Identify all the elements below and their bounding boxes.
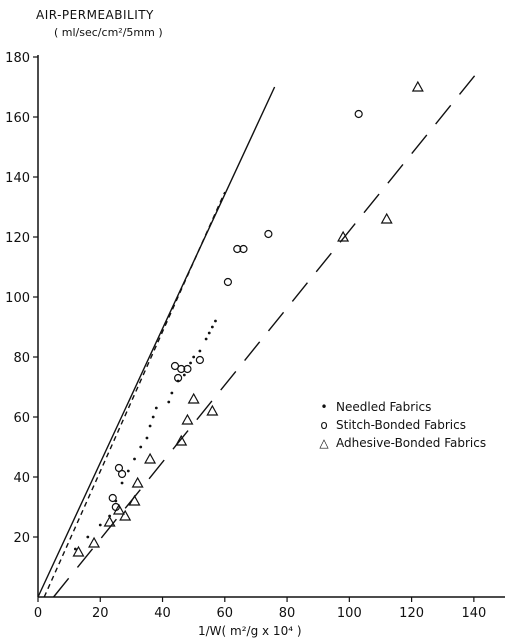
data-points bbox=[72, 80, 424, 557]
x-tick-label: 20 bbox=[92, 606, 109, 621]
legend-label-adhesive-bonded: Adhesive-Bonded Fabrics bbox=[336, 436, 487, 450]
adhesive-bonded-point bbox=[72, 545, 85, 557]
needled-point bbox=[139, 445, 143, 449]
adhesive-bonded-point bbox=[112, 503, 125, 515]
stitch-bonded-point bbox=[264, 229, 273, 239]
circle-marker-icon: o bbox=[320, 418, 328, 432]
legend-item-stitch-bonded: o Stitch-Bonded Fabrics bbox=[316, 416, 486, 434]
stitch-bonded-point bbox=[223, 277, 233, 287]
needled-point bbox=[170, 391, 174, 395]
needled-point bbox=[189, 361, 192, 365]
adhesive-bonded-point bbox=[337, 230, 350, 242]
y-tick-label: 100 bbox=[5, 291, 30, 306]
needled-point bbox=[86, 535, 90, 539]
legend-label-stitch-bonded: Stitch-Bonded Fabrics bbox=[336, 418, 466, 432]
needled-point bbox=[210, 325, 214, 329]
x-tick-label: 100 bbox=[337, 606, 362, 621]
adhesive-bonded-point bbox=[206, 404, 219, 416]
needled-point bbox=[148, 424, 152, 428]
stitch-bonded-point bbox=[117, 469, 127, 479]
y-axis-unit: ( ml/sec/cm²/5mm ) bbox=[54, 26, 163, 39]
needled-point bbox=[214, 319, 217, 323]
stitch-bonded-point bbox=[177, 364, 186, 374]
fit-line-long-dash bbox=[53, 68, 481, 598]
needled-point bbox=[120, 481, 124, 485]
legend-label-needled: Needled Fabrics bbox=[336, 400, 432, 414]
x-tick-label: 0 bbox=[34, 606, 42, 621]
x-tick-label: 80 bbox=[279, 606, 296, 621]
needled-point bbox=[145, 436, 149, 440]
adhesive-bonded-point bbox=[88, 536, 101, 548]
needled-point bbox=[182, 373, 186, 377]
x-tick-label: 140 bbox=[461, 606, 486, 621]
axes: 20 40 60 80 100 120 140 160 180 0 20 40 60 80 100 120 14… bbox=[5, 51, 505, 621]
y-tick-label: 120 bbox=[5, 231, 30, 246]
needled-point bbox=[198, 349, 202, 353]
stitch-bonded-point bbox=[195, 355, 204, 365]
adhesive-bonded-point bbox=[119, 509, 132, 521]
stitch-bonded-point bbox=[108, 493, 117, 503]
stitch-bonded-point bbox=[239, 244, 248, 254]
adhesive-bonded-point bbox=[128, 494, 141, 506]
adhesive-bonded-point bbox=[380, 212, 393, 224]
needled-point bbox=[73, 547, 77, 551]
y-tick-label: 60 bbox=[13, 411, 30, 426]
fit-lines bbox=[37, 68, 481, 598]
y-tick-label: 180 bbox=[5, 51, 30, 66]
adhesive-bonded-point bbox=[187, 392, 200, 404]
adhesive-bonded-point bbox=[103, 515, 116, 527]
x-tick-label: 40 bbox=[154, 606, 171, 621]
needled-point bbox=[192, 355, 196, 359]
adhesive-bonded-point bbox=[175, 434, 188, 446]
y-axis-title: AIR-PERMEABILITY bbox=[36, 8, 154, 22]
y-tick-label: 140 bbox=[5, 171, 30, 186]
adhesive-bonded-point bbox=[131, 476, 144, 488]
stitch-bonded-point bbox=[183, 364, 192, 374]
y-tick-label: 40 bbox=[13, 471, 30, 486]
x-tick-label: 120 bbox=[399, 606, 424, 621]
x-axis-title: 1/W( m²/g x 10⁴ ) bbox=[198, 624, 302, 638]
legend-item-needled: • Needled Fabrics bbox=[316, 398, 486, 416]
fit-line-short-dash bbox=[43, 191, 226, 598]
y-tick-label: 80 bbox=[13, 351, 30, 366]
legend: • Needled Fabrics o Stitch-Bonded Fabric… bbox=[316, 398, 486, 452]
stitch-bonded-point bbox=[174, 373, 183, 383]
stitch-bonded-point bbox=[233, 244, 242, 254]
needled-point bbox=[126, 469, 130, 473]
needled-point bbox=[167, 400, 171, 404]
dot-marker-icon: • bbox=[320, 400, 328, 414]
needled-point bbox=[154, 406, 158, 410]
y-tick-label: 20 bbox=[13, 531, 30, 546]
adhesive-bonded-point bbox=[181, 413, 194, 425]
adhesive-bonded-point bbox=[411, 80, 424, 92]
needled-point bbox=[151, 415, 155, 419]
needled-point bbox=[98, 523, 102, 527]
fit-line-solid bbox=[37, 86, 276, 598]
y-tick-label: 160 bbox=[5, 111, 30, 126]
stitch-bonded-point bbox=[354, 109, 363, 119]
x-tick-label: 60 bbox=[217, 606, 234, 621]
needled-point bbox=[133, 457, 136, 461]
adhesive-bonded-point bbox=[144, 452, 157, 464]
legend-item-adhesive-bonded: △ Adhesive-Bonded Fabrics bbox=[316, 434, 486, 452]
needled-point bbox=[207, 331, 211, 335]
needled-point bbox=[204, 337, 208, 341]
triangle-marker-icon: △ bbox=[319, 436, 329, 450]
